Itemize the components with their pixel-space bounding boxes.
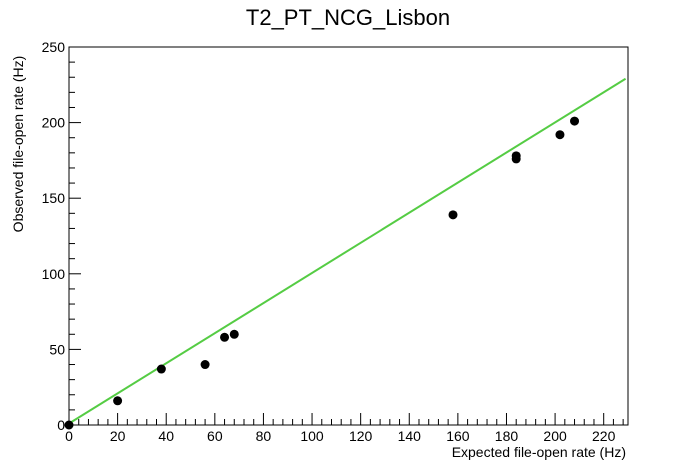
y-tick-label: 150 (42, 190, 66, 206)
plot-frame (68, 46, 629, 426)
x-tick-label: 120 (349, 428, 373, 444)
y-major-ticks: 0 50 100 150 200 250 (42, 39, 81, 433)
x-tick-label: 80 (256, 428, 272, 444)
chart-title: T2_PT_NCG_Lisbon (246, 5, 450, 30)
data-point (64, 420, 74, 430)
x-tick-label: 180 (495, 428, 519, 444)
y-minor-ticks (69, 61, 75, 411)
x-axis-label: Expected file-open rate (Hz) (452, 444, 626, 460)
data-point (555, 130, 565, 140)
y-tick-label: 250 (42, 39, 66, 55)
x-tick-label: 0 (65, 428, 73, 444)
data-point (200, 360, 210, 370)
y-tick-label: 0 (57, 417, 65, 433)
y-tick-label: 100 (42, 266, 66, 282)
y-axis-label: Observed file-open rate (Hz) (10, 56, 26, 233)
x-minor-ticks (78, 419, 624, 425)
x-major-ticks: 0 20 40 60 80 100 120 140 160 180 200 220 (65, 413, 616, 444)
data-point (156, 364, 166, 374)
x-tick-label: 160 (446, 428, 470, 444)
data-point (511, 151, 521, 161)
data-point (570, 116, 580, 126)
data-point (448, 210, 458, 220)
x-tick-label: 100 (300, 428, 324, 444)
x-tick-label: 60 (207, 428, 223, 444)
data-points (64, 116, 580, 430)
data-point (220, 332, 230, 342)
y-tick-label: 50 (49, 341, 65, 357)
y-tick-label: 200 (42, 115, 66, 131)
x-tick-label: 20 (110, 428, 126, 444)
x-tick-label: 200 (543, 428, 567, 444)
x-tick-label: 40 (158, 428, 174, 444)
data-point (113, 396, 123, 406)
x-tick-label: 220 (592, 428, 616, 444)
data-point (229, 329, 239, 339)
x-tick-label: 140 (398, 428, 422, 444)
plot-area: 0 20 40 60 80 100 120 140 160 180 200 220 0 50 100 150… (42, 39, 629, 444)
